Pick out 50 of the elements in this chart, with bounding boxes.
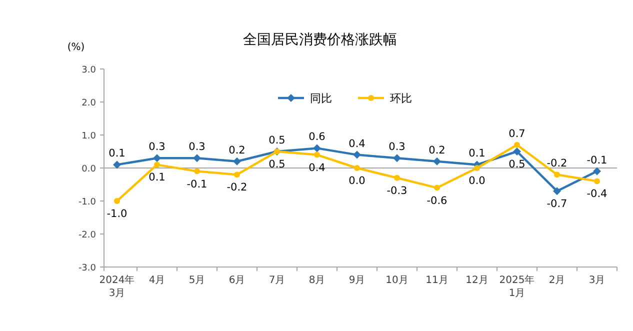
chart-title: 全国居民消费价格涨跌幅 bbox=[243, 32, 397, 48]
x-tick-label: 10月 bbox=[386, 275, 408, 286]
x-tick-label: 3月 bbox=[588, 275, 606, 286]
x-tick-label: 4月 bbox=[148, 275, 166, 286]
y-tick-label: 1.0 bbox=[82, 132, 96, 142]
y-tick-label: -3.0 bbox=[78, 264, 96, 274]
x-tick-label: 5月 bbox=[188, 275, 206, 286]
data-label: -0.1 bbox=[586, 154, 608, 166]
data-label: 0.4 bbox=[348, 138, 366, 150]
data-label: 0.1 bbox=[148, 172, 166, 184]
data-label: 0.1 bbox=[468, 148, 486, 160]
y-axis-title: (%) bbox=[67, 42, 85, 53]
x-tick-label: 6月 bbox=[228, 275, 246, 286]
data-label: 0.3 bbox=[188, 141, 206, 154]
data-label: 0.0 bbox=[468, 175, 486, 187]
legend-label: 环比 bbox=[390, 92, 412, 105]
data-label: 0.2 bbox=[228, 144, 246, 156]
legend-label: 同比 bbox=[310, 92, 332, 105]
x-tick-label: 12月 bbox=[466, 275, 488, 286]
data-label: 0.5 bbox=[268, 158, 286, 170]
data-label: 0.6 bbox=[308, 131, 326, 144]
data-label: 0.5 bbox=[268, 134, 286, 146]
data-label: -1.0 bbox=[106, 208, 128, 220]
data-label: -0.7 bbox=[546, 198, 568, 210]
x-tick-label: 8月 bbox=[308, 275, 326, 286]
data-label: 0.7 bbox=[508, 128, 526, 140]
x-tick-label: 2024年 3月 bbox=[99, 274, 135, 299]
data-label: -0.3 bbox=[386, 184, 408, 197]
y-tick-label: 3.0 bbox=[82, 66, 96, 76]
y-tick-label: 0.0 bbox=[82, 164, 96, 174]
x-tick-label: 9月 bbox=[348, 275, 366, 286]
data-label: -0.1 bbox=[186, 178, 208, 190]
data-label: -0.2 bbox=[546, 158, 568, 170]
y-tick-label: -2.0 bbox=[78, 230, 96, 240]
y-tick-label: -1.0 bbox=[78, 198, 96, 208]
data-label: 0.4 bbox=[308, 162, 326, 174]
y-tick-label: 2.0 bbox=[82, 98, 96, 108]
x-tick-label: 7月 bbox=[268, 275, 286, 286]
data-label: 0.2 bbox=[428, 144, 446, 156]
data-label: -0.2 bbox=[226, 182, 248, 194]
data-label: -0.4 bbox=[586, 188, 608, 200]
data-label: 0.5 bbox=[508, 158, 526, 170]
x-tick-label: 2月 bbox=[548, 275, 566, 286]
data-label: 0.1 bbox=[108, 148, 126, 160]
data-label: -0.6 bbox=[426, 194, 448, 207]
x-tick-label: 2025年 1月 bbox=[499, 274, 535, 299]
data-label: 0.3 bbox=[148, 141, 166, 154]
data-label: 0.0 bbox=[348, 175, 366, 187]
x-tick-label: 11月 bbox=[426, 275, 448, 286]
data-label: 0.3 bbox=[388, 141, 406, 154]
